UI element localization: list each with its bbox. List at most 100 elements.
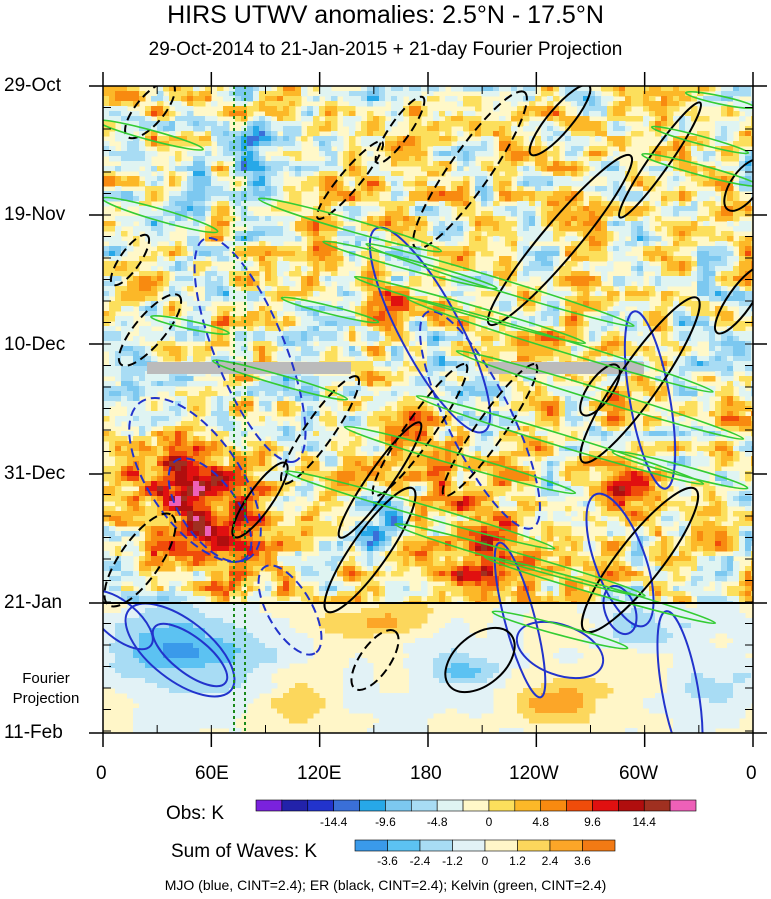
field-cell: [745, 246, 752, 252]
field-cell: [571, 116, 578, 122]
field-cell: [121, 371, 128, 377]
field-cell: [157, 341, 164, 347]
field-cell: [235, 166, 242, 172]
field-cell: [535, 216, 542, 222]
field-cell: [631, 216, 638, 222]
field-cell: [289, 246, 296, 252]
field-cell: [589, 211, 596, 217]
field-cell: [229, 286, 236, 292]
field-cell: [547, 376, 554, 382]
field-cell: [307, 256, 314, 262]
field-cell: [331, 261, 338, 267]
field-cell: [547, 136, 554, 142]
field-cell: [397, 286, 404, 292]
field-cell: [715, 266, 722, 272]
field-cell: [613, 296, 620, 302]
field-cell: [163, 381, 170, 387]
field-cell: [505, 306, 512, 312]
field-cell: [367, 206, 374, 212]
field-cell: [349, 101, 356, 107]
field-cell: [637, 261, 644, 267]
field-cell: [325, 216, 332, 222]
field-cell: [727, 176, 734, 182]
field-cell: [691, 226, 698, 232]
field-cell: [697, 251, 704, 257]
field-cell: [127, 276, 134, 282]
field-cell: [613, 181, 620, 187]
field-cell: [205, 206, 212, 212]
field-cell: [343, 156, 350, 162]
field-cell: [103, 261, 110, 267]
field-cell: [367, 291, 374, 297]
field-cell: [457, 181, 464, 187]
field-cell: [313, 386, 320, 392]
field-cell: [565, 346, 572, 352]
field-cell: [283, 151, 290, 157]
field-cell: [667, 191, 674, 197]
field-cell: [181, 261, 188, 267]
field-cell: [571, 316, 578, 322]
field-cell: [655, 376, 662, 382]
field-cell: [607, 261, 614, 267]
field-cell: [181, 351, 188, 357]
field-cell: [433, 221, 440, 227]
field-cell: [163, 346, 170, 352]
field-cell: [595, 351, 602, 357]
field-cell: [325, 321, 332, 327]
field-cell: [583, 321, 590, 327]
field-cell: [163, 116, 170, 122]
field-cell: [379, 376, 386, 382]
field-cell: [739, 361, 746, 367]
field-cell: [571, 91, 578, 97]
field-cell: [115, 261, 122, 267]
field-cell: [637, 321, 644, 327]
field-cell: [631, 316, 638, 322]
field-cell: [361, 276, 368, 282]
field-cell: [295, 356, 302, 362]
field-cell: [727, 126, 734, 132]
field-cell: [115, 181, 122, 187]
field-cell: [271, 136, 278, 142]
field-cell: [205, 286, 212, 292]
field-cell: [697, 321, 704, 327]
field-cell: [217, 211, 224, 217]
field-cell: [289, 121, 296, 127]
field-cell: [583, 91, 590, 97]
field-cell: [199, 381, 206, 387]
field-cell: [313, 271, 320, 277]
field-cell: [523, 271, 530, 277]
field-cell: [235, 271, 242, 277]
field-cell: [127, 121, 134, 127]
field-cell: [391, 101, 398, 107]
field-cell: [157, 146, 164, 152]
field-cell: [517, 301, 524, 307]
field-cell: [283, 126, 290, 132]
field-cell: [601, 131, 608, 137]
field-cell: [181, 106, 188, 112]
field-cell: [331, 266, 338, 272]
field-cell: [469, 371, 476, 377]
field-cell: [163, 311, 170, 317]
field-cell: [271, 256, 278, 262]
field-cell: [169, 386, 176, 392]
field-cell: [427, 261, 434, 267]
field-cell: [613, 331, 620, 337]
field-cell: [739, 156, 746, 162]
field-cell: [751, 211, 753, 217]
field-cell: [727, 371, 734, 377]
obs-anomaly-field: [103, 86, 753, 603]
field-cell: [433, 206, 440, 212]
field-cell: [481, 211, 488, 217]
field-cell: [127, 246, 134, 252]
field-cell: [433, 331, 440, 337]
field-cell: [745, 256, 752, 262]
field-cell: [607, 141, 614, 147]
field-cell: [487, 151, 494, 157]
field-cell: [619, 146, 626, 152]
field-cell: [247, 126, 254, 132]
field-cell: [289, 101, 296, 107]
field-cell: [517, 166, 524, 172]
field-cell: [349, 326, 356, 332]
field-cell: [709, 236, 716, 242]
field-cell: [271, 261, 278, 267]
